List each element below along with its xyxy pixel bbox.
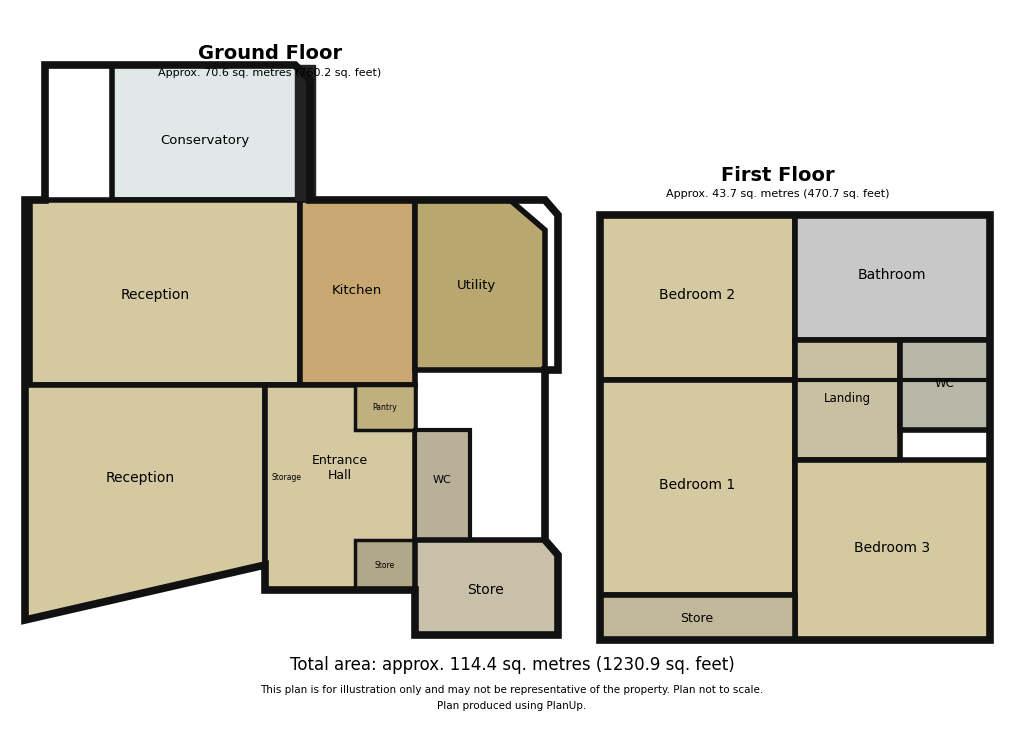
Polygon shape [415, 430, 470, 540]
Polygon shape [795, 460, 990, 640]
Text: Total area: approx. 114.4 sq. metres (1230.9 sq. feet): Total area: approx. 114.4 sq. metres (12… [290, 656, 734, 674]
Polygon shape [112, 65, 310, 200]
Text: First Floor: First Floor [721, 165, 835, 185]
Polygon shape [415, 540, 558, 635]
Text: Bedroom 2: Bedroom 2 [658, 288, 735, 302]
Polygon shape [355, 540, 415, 590]
Text: WC: WC [935, 376, 955, 390]
Text: Approx. 70.6 sq. metres (760.2 sq. feet): Approx. 70.6 sq. metres (760.2 sq. feet) [159, 68, 382, 78]
Polygon shape [795, 215, 990, 340]
Polygon shape [795, 340, 900, 460]
Polygon shape [415, 200, 545, 370]
Text: Storage: Storage [272, 472, 302, 481]
Polygon shape [265, 385, 415, 590]
Text: Pantry: Pantry [373, 403, 397, 411]
Text: Plan produced using PlanUp.: Plan produced using PlanUp. [437, 701, 587, 711]
Text: Ground Floor: Ground Floor [198, 43, 342, 62]
Polygon shape [600, 595, 795, 640]
Text: Approx. 43.7 sq. metres (470.7 sq. feet): Approx. 43.7 sq. metres (470.7 sq. feet) [667, 189, 890, 199]
Text: Bedroom 3: Bedroom 3 [854, 541, 930, 555]
Text: Bathroom: Bathroom [858, 268, 927, 282]
Text: Conservatory: Conservatory [161, 133, 250, 147]
Text: Store: Store [375, 560, 395, 569]
Polygon shape [355, 385, 415, 430]
Text: Reception: Reception [105, 471, 174, 485]
Polygon shape [900, 340, 990, 430]
Polygon shape [600, 380, 795, 595]
Text: This plan is for illustration only and may not be representative of the property: This plan is for illustration only and m… [260, 685, 764, 695]
Polygon shape [30, 200, 300, 385]
Text: Bedroom 1: Bedroom 1 [658, 478, 735, 492]
Polygon shape [600, 215, 795, 380]
Text: Store: Store [680, 612, 714, 624]
Polygon shape [265, 460, 310, 495]
Polygon shape [300, 200, 415, 385]
Text: Utility: Utility [457, 278, 496, 292]
Text: Store: Store [467, 583, 504, 597]
Text: Entrance
Hall: Entrance Hall [312, 454, 368, 482]
Text: Reception: Reception [121, 288, 189, 302]
Text: WC: WC [432, 475, 452, 485]
Polygon shape [295, 65, 315, 200]
Polygon shape [25, 385, 265, 620]
Text: Landing: Landing [823, 391, 870, 405]
Text: Kitchen: Kitchen [332, 283, 382, 297]
